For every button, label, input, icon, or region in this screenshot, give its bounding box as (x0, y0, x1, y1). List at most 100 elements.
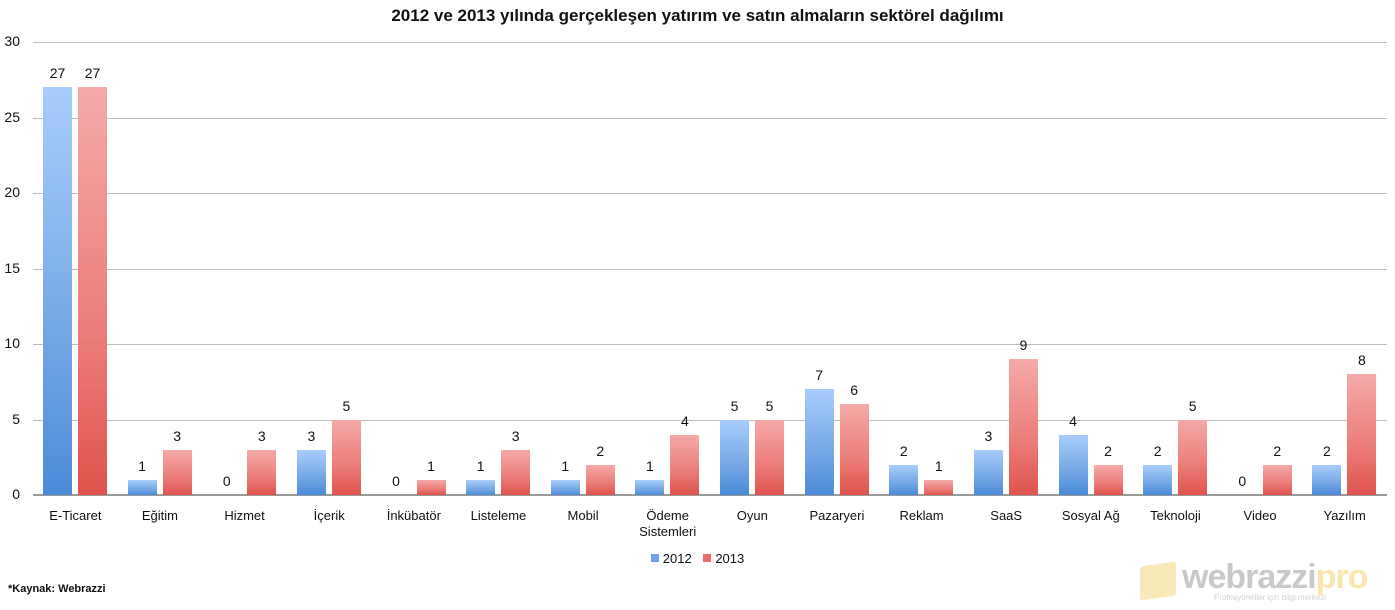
y-tick-label: 30 (4, 33, 20, 49)
bar-2012 (1143, 464, 1173, 495)
data-label: 5 (765, 397, 774, 414)
data-label: 3 (511, 427, 520, 444)
x-tick-label: Reklam (899, 508, 944, 523)
bar-2013 (78, 87, 107, 495)
bar-2013 (416, 479, 446, 495)
data-label: 4 (680, 412, 689, 429)
x-tick-label: Ödeme Sistemleri (639, 508, 697, 539)
data-label: 5 (730, 397, 739, 414)
bar-2013 (1347, 374, 1377, 495)
data-label: 2 (1104, 442, 1112, 459)
x-tick-label: Video (1243, 508, 1277, 523)
x-tick-label: Oyun (736, 508, 768, 523)
gridline (33, 193, 1387, 194)
legend-label: 2012 (662, 550, 692, 566)
x-axis-line (33, 494, 1387, 496)
data-label: 1 (138, 457, 147, 474)
y-tick-label: 20 (4, 184, 20, 200)
chart-title: 2012 ve 2013 yılında gerçekleşen yatırım… (391, 6, 1004, 25)
bar-2013 (755, 419, 784, 495)
data-label: 1 (645, 457, 654, 474)
x-tick-label: İnkübatör (386, 508, 441, 523)
gridline (33, 42, 1387, 43)
x-tick-label: Teknoloji (1150, 508, 1201, 523)
bar-2012 (1058, 434, 1088, 495)
bar-2012 (635, 479, 665, 495)
data-label: 27 (84, 65, 101, 82)
bar-2013 (501, 449, 531, 495)
x-tick-label: Hizmet (224, 508, 265, 523)
x-tick-label: Mobil (567, 508, 599, 523)
legend-label: 2013 (715, 550, 745, 566)
data-label: 9 (1019, 337, 1028, 354)
x-tick-label: SaaS (990, 508, 1023, 523)
data-label: 0 (222, 473, 231, 489)
data-label: 1 (934, 457, 943, 474)
data-label: 6 (850, 382, 859, 399)
y-tick-label: 5 (12, 410, 20, 427)
data-label: 2 (1153, 442, 1162, 459)
bar-2013 (924, 479, 954, 495)
x-tick-label: İçerik (313, 508, 345, 523)
watermark-brand: webrazzipro (1182, 558, 1368, 596)
legend-item-2013: 2013 (703, 551, 744, 566)
data-label: 4 (1069, 412, 1077, 429)
bar-2012 (889, 464, 919, 495)
gridline (33, 344, 1387, 345)
data-label: 8 (1357, 352, 1366, 369)
bar-2012 (127, 479, 157, 495)
x-tick-label: Yazılım (1323, 508, 1366, 523)
legend-swatch-2013-icon (703, 554, 712, 562)
data-label: 5 (1188, 397, 1197, 414)
bar-2012 (1312, 464, 1342, 495)
bar-2013 (162, 449, 192, 495)
bar-2013 (670, 434, 700, 495)
legend-item-2012: 2012 (650, 550, 692, 566)
bar-2012 (720, 419, 749, 495)
bar-2013 (1178, 419, 1208, 495)
bar-2012 (973, 449, 1003, 495)
bar-2013 (839, 404, 869, 495)
gridline (33, 268, 1387, 270)
x-tick-label: Sosyal Ağ (1061, 508, 1120, 523)
data-label: 2 (596, 442, 605, 459)
watermark-tagline: Profesyoneller için bilgi merkezi (1214, 593, 1327, 602)
data-label: 1 (561, 457, 570, 474)
data-label: 7 (815, 367, 824, 384)
gridline (33, 117, 1387, 119)
bar-2012 (466, 479, 496, 495)
data-label: 5 (342, 397, 351, 414)
legend: 2012 2013 (0, 550, 1395, 566)
x-tick-label: Listeleme (470, 508, 527, 523)
bar-2012 (804, 389, 834, 495)
data-label: 3 (173, 427, 182, 444)
bar-2013 (1008, 359, 1038, 495)
y-tick-label: 10 (4, 335, 20, 351)
data-label: 1 (427, 457, 435, 474)
x-tick-label: E-Ticaret (49, 508, 102, 523)
y-tick-label: 25 (4, 108, 20, 125)
source-note: *Kaynak: Webrazzi (8, 583, 106, 595)
watermark-logo: webrazzipro Profesyoneller için bilgi me… (1138, 558, 1388, 605)
data-label: 2 (899, 442, 908, 459)
legend-swatch-2012-icon (650, 554, 659, 562)
data-label: 2 (1322, 442, 1331, 459)
x-tick-label: Eğitim (141, 508, 178, 523)
gridline (33, 419, 1387, 421)
cube-logo-icon (1140, 561, 1176, 601)
data-label: 3 (307, 427, 316, 444)
x-tick-label: Pazaryeri (809, 508, 865, 523)
data-label: 27 (49, 65, 66, 82)
data-label: 3 (257, 427, 266, 444)
data-label: 0 (1238, 473, 1247, 489)
bar-2012 (550, 479, 580, 495)
y-tick-label: 15 (4, 259, 20, 276)
bar-2013 (585, 464, 615, 495)
bar-2012 (296, 449, 326, 495)
bar-2013 (1093, 464, 1123, 495)
bar-2013 (1262, 464, 1292, 495)
data-label: 3 (984, 427, 993, 444)
y-tick-label: 0 (12, 486, 20, 502)
data-label: 0 (392, 473, 400, 489)
